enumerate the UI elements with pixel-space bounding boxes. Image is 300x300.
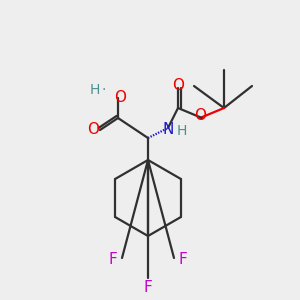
Text: H: H bbox=[177, 124, 187, 138]
Text: ·: · bbox=[102, 83, 106, 97]
Text: N: N bbox=[162, 122, 174, 136]
Text: H: H bbox=[90, 83, 100, 97]
Text: O: O bbox=[172, 79, 184, 94]
Text: O: O bbox=[194, 109, 206, 124]
Text: F: F bbox=[144, 280, 152, 295]
Text: O: O bbox=[87, 122, 99, 137]
Text: F: F bbox=[178, 251, 188, 266]
Text: O: O bbox=[114, 89, 126, 104]
Text: F: F bbox=[109, 251, 117, 266]
